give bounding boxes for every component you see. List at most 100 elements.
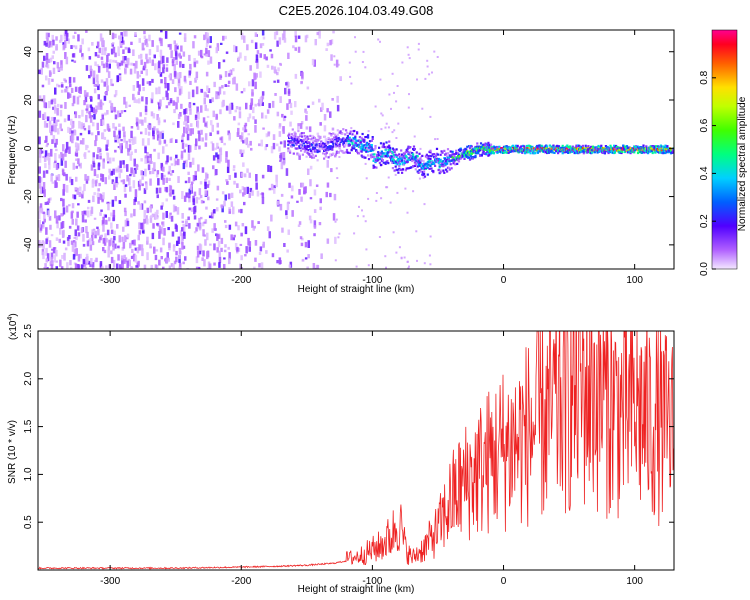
heatmap-cell xyxy=(186,133,190,141)
heatmap-cell xyxy=(246,44,249,51)
heatmap-cell xyxy=(101,174,105,182)
heatmap-cell xyxy=(428,154,431,158)
heatmap-cell xyxy=(266,226,270,231)
heatmap-cell xyxy=(261,102,264,106)
heatmap-cell xyxy=(95,135,98,141)
heatmap-cell xyxy=(130,167,133,174)
heatmap-cell xyxy=(63,118,67,123)
heatmap-cell xyxy=(177,176,180,183)
heatmap-cell xyxy=(60,222,63,229)
heatmap-cell xyxy=(205,172,208,181)
heatmap-cell xyxy=(228,252,231,260)
heatmap-cell xyxy=(414,168,417,171)
heatmap-cell xyxy=(140,170,143,176)
heatmap-cell xyxy=(64,247,68,251)
heatmap-cell xyxy=(45,53,49,60)
heatmap-cell xyxy=(155,269,158,275)
heatmap-cell xyxy=(307,254,310,259)
heatmap-cell xyxy=(300,242,304,247)
heatmap-cell xyxy=(181,142,185,149)
heatmap-cell xyxy=(350,139,353,142)
heatmap-cell xyxy=(54,142,57,148)
heatmap-cell xyxy=(382,143,385,147)
heatmap-cell xyxy=(364,66,367,69)
heatmap-cell xyxy=(404,150,407,154)
heatmap-cell xyxy=(445,168,448,171)
heatmap-cell xyxy=(380,197,383,200)
heatmap-cell xyxy=(100,177,103,181)
heatmap-cell xyxy=(188,70,191,76)
heatmap-cell xyxy=(77,254,81,262)
heatmap-cell xyxy=(238,106,242,111)
heatmap-cell xyxy=(338,143,341,146)
heatmap-cell xyxy=(315,138,318,141)
heatmap-cell xyxy=(152,130,155,137)
heatmap-cell xyxy=(136,247,140,254)
heatmap-cell xyxy=(439,171,442,174)
heatmap-cell xyxy=(59,123,62,129)
heatmap-cell xyxy=(151,92,154,100)
heatmap-cell xyxy=(434,164,437,167)
heatmap-cell xyxy=(179,72,182,79)
heatmap-cell xyxy=(45,227,48,235)
heatmap-cell xyxy=(50,131,53,136)
heatmap-cell xyxy=(360,150,363,153)
heatmap-cell xyxy=(304,241,308,248)
heatmap-cell xyxy=(546,145,549,148)
heatmap-cell xyxy=(108,168,111,173)
heatmap-cell xyxy=(254,32,258,37)
heatmap-cell xyxy=(83,90,87,97)
heatmap-cell xyxy=(265,250,268,254)
heatmap-cell xyxy=(123,259,126,264)
heatmap-cell xyxy=(287,52,290,59)
heatmap-cell xyxy=(247,143,250,148)
heatmap-cell xyxy=(99,261,103,268)
heatmap-cell xyxy=(284,87,287,95)
heatmap-cell xyxy=(237,56,241,61)
heatmap-cell xyxy=(278,123,282,127)
heatmap-cell xyxy=(377,157,380,160)
heatmap-cell xyxy=(38,156,42,163)
bottom-x-axis-label: Height of straight line (km) xyxy=(298,584,415,595)
heatmap-cell xyxy=(450,167,453,170)
heatmap-cell xyxy=(219,109,222,115)
heatmap-cell xyxy=(158,230,161,239)
heatmap-cell xyxy=(410,166,413,169)
heatmap-cell xyxy=(302,138,305,141)
heatmap-cell xyxy=(112,157,115,162)
heatmap-cell xyxy=(93,259,97,263)
heatmap-cell xyxy=(621,150,624,153)
heatmap-cell xyxy=(108,100,112,104)
heatmap-cell xyxy=(385,141,388,144)
heatmap-cell xyxy=(138,230,142,235)
heatmap-cell xyxy=(123,110,127,113)
heatmap-cell xyxy=(379,155,383,158)
heatmap-cell xyxy=(457,159,460,162)
heatmap-cell xyxy=(296,200,299,203)
heatmap-cell xyxy=(85,144,88,151)
heatmap-cell xyxy=(471,155,474,159)
heatmap-cell xyxy=(211,97,214,103)
heatmap-noise-cells xyxy=(38,30,439,275)
heatmap-cell xyxy=(101,48,104,56)
heatmap-cell xyxy=(216,130,220,135)
heatmap-cell xyxy=(71,53,75,58)
heatmap-cell xyxy=(60,158,64,166)
heatmap-cell xyxy=(136,71,140,79)
heatmap-cell xyxy=(44,201,48,205)
heatmap-cell xyxy=(310,150,313,153)
heatmap-cell xyxy=(291,135,294,138)
heatmap-cell xyxy=(257,221,260,224)
heatmap-cell xyxy=(74,86,78,92)
heatmap-cell xyxy=(227,84,230,87)
heatmap-cell xyxy=(403,152,406,155)
heatmap-cell xyxy=(381,145,384,149)
heatmap-cell xyxy=(198,217,201,224)
heatmap-cell xyxy=(547,151,550,154)
heatmap-cell xyxy=(70,87,74,93)
heatmap-cell xyxy=(118,130,121,139)
heatmap-cell xyxy=(357,143,360,146)
heatmap-cell xyxy=(406,147,409,150)
heatmap-cell xyxy=(173,109,176,114)
heatmap-cell xyxy=(113,235,116,241)
